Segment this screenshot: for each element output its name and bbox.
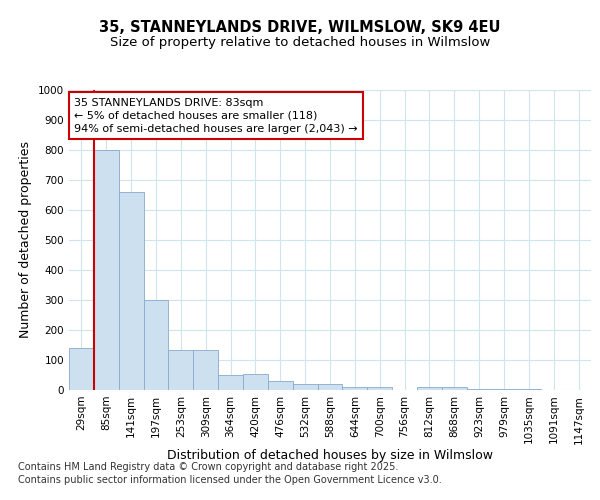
Y-axis label: Number of detached properties: Number of detached properties	[19, 142, 32, 338]
Bar	[119, 192, 143, 390]
Text: Contains public sector information licensed under the Open Government Licence v3: Contains public sector information licen…	[18, 475, 442, 485]
Bar	[169, 350, 193, 390]
Bar	[193, 350, 218, 390]
Bar	[467, 389, 491, 390]
Bar	[343, 387, 367, 390]
Text: 35 STANNEYLANDS DRIVE: 83sqm
← 5% of detached houses are smaller (118)
94% of se: 35 STANNEYLANDS DRIVE: 83sqm ← 5% of det…	[74, 98, 358, 134]
Bar	[243, 374, 268, 390]
Bar	[317, 384, 343, 390]
Bar	[417, 387, 442, 390]
Bar	[442, 387, 467, 390]
Text: Contains HM Land Registry data © Crown copyright and database right 2025.: Contains HM Land Registry data © Crown c…	[18, 462, 398, 472]
Text: 35, STANNEYLANDS DRIVE, WILMSLOW, SK9 4EU: 35, STANNEYLANDS DRIVE, WILMSLOW, SK9 4E…	[99, 20, 501, 35]
Bar	[69, 348, 94, 390]
Bar	[94, 150, 119, 390]
Bar	[367, 387, 392, 390]
Bar	[491, 389, 517, 390]
X-axis label: Distribution of detached houses by size in Wilmslow: Distribution of detached houses by size …	[167, 449, 493, 462]
Text: Size of property relative to detached houses in Wilmslow: Size of property relative to detached ho…	[110, 36, 490, 49]
Bar	[143, 300, 169, 390]
Bar	[293, 384, 317, 390]
Bar	[268, 381, 293, 390]
Bar	[218, 375, 243, 390]
